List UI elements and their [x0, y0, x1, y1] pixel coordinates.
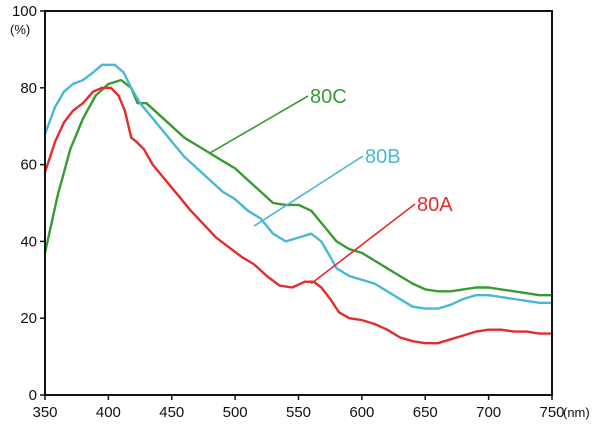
series-line-80b — [43, 63, 554, 310]
series-label-80c: 80C — [310, 86, 347, 108]
series-line-80c — [43, 78, 554, 297]
y-tick-label: 40 — [20, 233, 37, 250]
y-tick-label: 20 — [20, 310, 37, 327]
y-tick-label: 0 — [29, 387, 37, 404]
y-tick-label: 80 — [20, 80, 37, 97]
x-tick-label: 700 — [476, 404, 501, 421]
x-tick-label: 350 — [32, 404, 57, 421]
x-axis-unit-label: (nm) — [563, 405, 590, 420]
leader-line-80c — [209, 95, 309, 154]
axis-layer: 350 400 450 500 550 600 650 700 750 0 20 40 60 80 100 — [12, 3, 565, 421]
x-tick-label: 650 — [413, 404, 438, 421]
leader-line-80a — [310, 203, 416, 285]
x-tick-label: 600 — [349, 404, 374, 421]
series-layer: 80C 80B 80A — [43, 63, 554, 345]
leader-line-80b — [253, 155, 364, 227]
y-axis-unit-label: (%) — [10, 22, 30, 37]
x-tick-label: 450 — [159, 404, 184, 421]
x-tick-label: 500 — [223, 404, 248, 421]
series-label-80a: 80A — [417, 194, 453, 216]
y-tick-label: 100 — [12, 3, 37, 20]
series-line-80a — [43, 86, 554, 345]
series-label-80b: 80B — [365, 146, 401, 168]
x-tick-label: 400 — [96, 404, 121, 421]
x-tick-label: 750 — [539, 404, 564, 421]
plot-area-frame — [44, 10, 553, 396]
x-tick-label: 550 — [286, 404, 311, 421]
y-tick-label: 60 — [20, 157, 37, 174]
